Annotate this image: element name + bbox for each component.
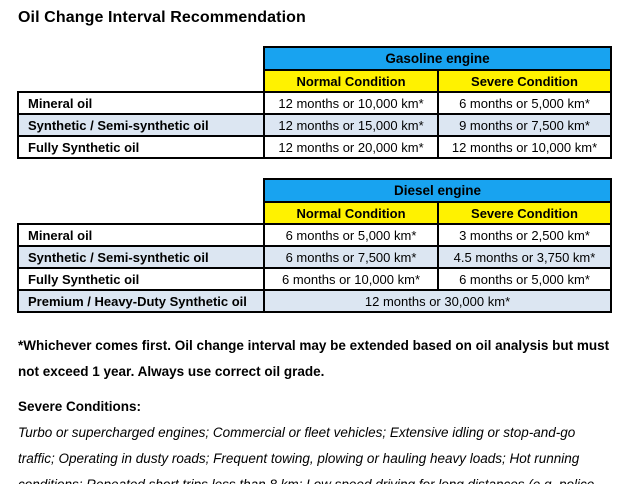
cell-normal: 12 months or 10,000 km* [263,91,439,115]
table-row: Premium / Heavy-Duty Synthetic oil 12 mo… [17,289,612,313]
cell-normal: 6 months or 10,000 km* [263,267,439,291]
cell-severe: 12 months or 10,000 km* [437,135,612,159]
cell-normal: 12 months or 15,000 km* [263,113,439,137]
severe-conditions-heading: Severe Conditions: [18,399,142,414]
diesel-normal-condition-header: Normal Condition [263,201,439,225]
table-row: Synthetic / Semi-synthetic oil 12 months… [17,113,612,137]
cell-normal: 6 months or 7,500 km* [263,245,439,269]
gasoline-table: Gasoline engine Normal Condition Severe … [17,46,612,159]
row-label-premium-synthetic-oil: Premium / Heavy-Duty Synthetic oil [17,289,265,313]
row-label-fully-synthetic-oil: Fully Synthetic oil [17,135,265,159]
page-title: Oil Change Interval Recommendation [18,9,306,26]
cell-severe: 9 months or 7,500 km* [437,113,612,137]
cell-severe: 4.5 months or 3,750 km* [437,245,612,269]
gasoline-condition-header-row: Normal Condition Severe Condition [18,69,612,93]
gasoline-engine-header-row: Gasoline engine [18,46,612,71]
cell-span-both-conditions: 12 months or 30,000 km* [263,289,612,313]
gasoline-engine-header: Gasoline engine [263,46,612,71]
diesel-engine-header-row: Diesel engine [18,178,612,203]
table-row: Mineral oil 6 months or 5,000 km* 3 mont… [17,223,612,247]
cell-severe: 6 months or 5,000 km* [437,267,612,291]
row-label-mineral-oil: Mineral oil [17,91,265,115]
table-row: Mineral oil 12 months or 10,000 km* 6 mo… [17,91,612,115]
severe-conditions-text: Turbo or supercharged engines; Commercia… [18,425,594,484]
row-label-synthetic-oil: Synthetic / Semi-synthetic oil [17,245,265,269]
row-label-mineral-oil: Mineral oil [17,223,265,247]
diesel-engine-header: Diesel engine [263,178,612,203]
diesel-severe-condition-header: Severe Condition [437,201,612,225]
spacer-cell [18,179,264,202]
spacer-cell [18,70,264,92]
cell-severe: 3 months or 2,500 km* [437,223,612,247]
table-row: Fully Synthetic oil 6 months or 10,000 k… [17,267,612,291]
cell-normal: 12 months or 20,000 km* [263,135,439,159]
cell-normal: 6 months or 5,000 km* [263,223,439,247]
footnote-text: *Whichever comes first. Oil change inter… [18,338,610,379]
table-row: Synthetic / Semi-synthetic oil 6 months … [17,245,612,269]
gasoline-severe-condition-header: Severe Condition [437,69,612,93]
spacer-cell [18,202,264,224]
row-label-synthetic-oil: Synthetic / Semi-synthetic oil [17,113,265,137]
row-label-fully-synthetic-oil: Fully Synthetic oil [17,267,265,291]
table-row: Fully Synthetic oil 12 months or 20,000 … [17,135,612,159]
diesel-condition-header-row: Normal Condition Severe Condition [18,201,612,225]
cell-severe: 6 months or 5,000 km* [437,91,612,115]
diesel-table: Diesel engine Normal Condition Severe Co… [17,178,612,313]
gasoline-normal-condition-header: Normal Condition [263,69,439,93]
spacer-cell [18,47,264,70]
